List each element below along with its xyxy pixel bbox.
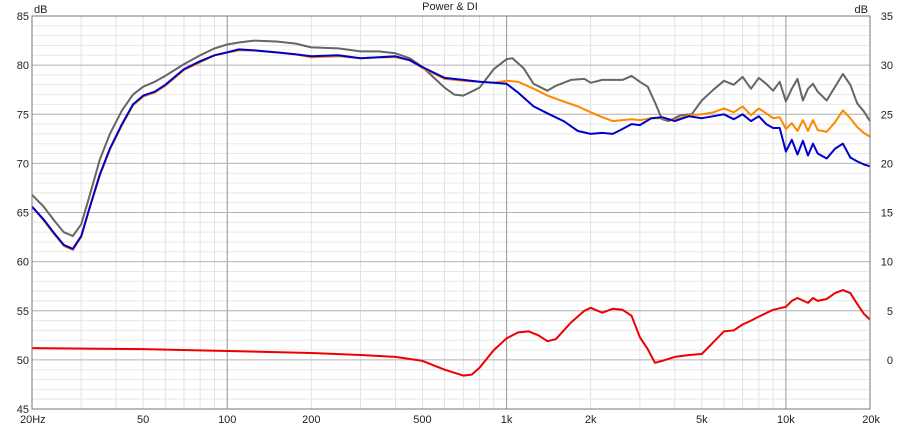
y-left-tick-label: 60 bbox=[17, 257, 29, 269]
x-tick-label: 100 bbox=[218, 414, 236, 424]
y-left-tick-label: 65 bbox=[17, 208, 29, 220]
plot-frame bbox=[31, 15, 871, 410]
y-right-tick-label: 10 bbox=[881, 257, 893, 269]
y-right-tick-label: 25 bbox=[881, 109, 893, 121]
series-line-3 bbox=[31, 48, 871, 250]
y-right-tick-label: 15 bbox=[881, 208, 893, 220]
y-left-tick-label: 75 bbox=[17, 109, 29, 121]
y-right-tick-label: 35 bbox=[881, 11, 893, 23]
x-tick-label: 20k bbox=[862, 414, 880, 424]
y-left-tick-label: 70 bbox=[17, 158, 29, 170]
left-axis-unit: dB bbox=[34, 4, 47, 16]
y-left-tick-label: 80 bbox=[17, 60, 29, 72]
major-grid bbox=[32, 15, 870, 410]
y-right-tick-label: 0 bbox=[887, 355, 893, 367]
y-left-tick-label: 85 bbox=[17, 11, 29, 23]
tick-labels: 20Hz 50 100 200 500 1k 2k 5k 10k 20k4550556065707… bbox=[17, 11, 893, 424]
x-tick-label: 20Hz bbox=[20, 414, 46, 424]
y-right-tick-label: 20 bbox=[881, 158, 893, 170]
right-axis-unit: dB bbox=[855, 4, 868, 16]
chart-title: Power & DI bbox=[422, 1, 478, 13]
x-tick-label: 2k bbox=[585, 414, 597, 424]
x-tick-label: 1k bbox=[501, 414, 513, 424]
y-right-tick-label: 30 bbox=[881, 60, 893, 72]
x-tick-label: 10k bbox=[777, 414, 795, 424]
y-left-tick-label: 45 bbox=[17, 404, 29, 416]
x-tick-label: 200 bbox=[302, 414, 320, 424]
series-line-4 bbox=[31, 289, 871, 377]
y-left-tick-label: 50 bbox=[17, 355, 29, 367]
x-tick-label: 50 bbox=[137, 414, 149, 424]
series-layer bbox=[31, 39, 871, 377]
series-line-1 bbox=[31, 39, 871, 238]
x-tick-label: 500 bbox=[413, 414, 431, 424]
x-tick-label: 5k bbox=[696, 414, 708, 424]
y-right-tick-label: 5 bbox=[887, 306, 893, 318]
y-left-tick-label: 55 bbox=[17, 306, 29, 318]
